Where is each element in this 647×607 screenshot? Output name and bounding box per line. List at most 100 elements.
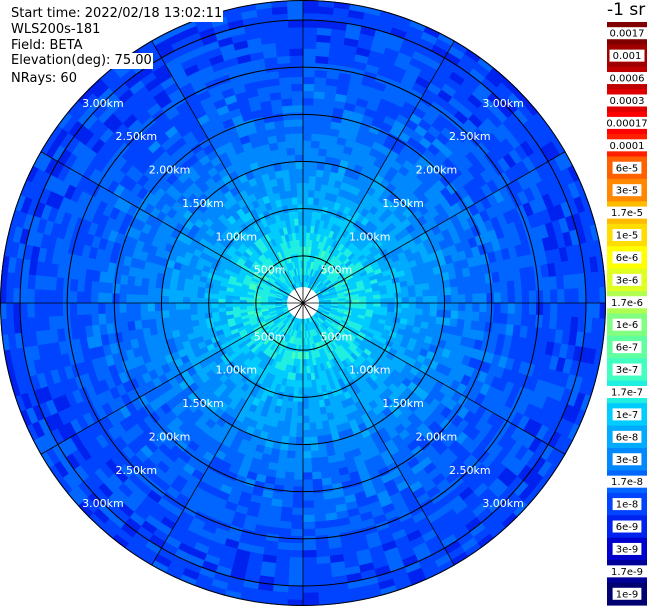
beta-cell [111, 312, 121, 324]
beta-cell [275, 41, 290, 51]
beta-cell [302, 429, 311, 438]
beta-cell [277, 534, 292, 544]
beta-cell [280, 506, 293, 516]
beta-cell [352, 299, 360, 304]
beta-cell [302, 479, 313, 488]
beta-cell [295, 168, 304, 177]
beta-cell [548, 315, 558, 330]
beta-cell [282, 111, 294, 121]
beta-cell [302, 168, 311, 177]
beta-cell [314, 527, 328, 537]
beta-cell [302, 415, 310, 424]
beta-cell [90, 302, 99, 315]
beta-cell [147, 318, 157, 328]
beta-cell [276, 48, 291, 58]
beta-cell [175, 302, 184, 310]
beta-cell [548, 276, 558, 291]
beta-cell [527, 314, 537, 328]
beta-cell [19, 302, 28, 319]
beta-cell [302, 578, 319, 587]
beta-cell [104, 292, 113, 304]
beta-cell [83, 279, 93, 293]
beta-cell [76, 314, 86, 327]
beta-cell [486, 302, 495, 314]
beta-cell [318, 449, 328, 459]
beta-cell [302, 528, 316, 537]
beta-cell [296, 408, 304, 417]
beta-cell [315, 421, 324, 430]
beta-cell [183, 314, 192, 323]
beta-cell [288, 33, 304, 42]
beta-cell [41, 316, 51, 331]
beta-cell [471, 284, 480, 295]
beta-cell [407, 284, 416, 293]
beta-cell [290, 76, 304, 85]
beta-cell [295, 429, 304, 438]
beta-cell [293, 465, 304, 474]
beta-cell [291, 196, 299, 205]
beta-cell [486, 292, 495, 304]
beta-cell [283, 118, 295, 128]
beta-cell [302, 62, 316, 71]
beta-cell [387, 302, 396, 309]
beta-cell [26, 288, 35, 304]
beta-cell [451, 302, 459, 312]
beta-cell [302, 90, 315, 99]
beta-cell [302, 465, 313, 474]
beta-cell [592, 287, 601, 304]
beta-cell [541, 276, 551, 291]
beta-cell [12, 287, 21, 304]
beta-cell [296, 189, 304, 198]
beta-cell [528, 290, 537, 304]
beta-cell [210, 307, 219, 313]
beta-cell [302, 196, 309, 205]
beta-cell [541, 315, 551, 330]
beta-cell [507, 291, 516, 304]
beta-cell [288, 557, 304, 566]
beta-cell [302, 147, 312, 155]
beta-cell [62, 314, 72, 329]
beta-cell [302, 104, 314, 113]
beta-cell [555, 316, 565, 331]
beta-cell [296, 415, 304, 424]
beta-cell [400, 286, 409, 293]
beta-cell [285, 140, 296, 149]
beta-cell [182, 290, 191, 298]
beta-cell [316, 41, 331, 51]
beta-cell [55, 302, 64, 317]
beta-cell [422, 308, 431, 317]
beta-cell [118, 283, 128, 295]
beta-cell [239, 302, 247, 307]
beta-cell [302, 139, 312, 148]
beta-cell [557, 288, 566, 304]
beta-cell [302, 359, 307, 367]
beta-cell [429, 295, 438, 304]
beta-cell [314, 414, 323, 423]
beta-cell [314, 520, 327, 530]
beta-cell [309, 168, 318, 177]
beta-cell [125, 293, 134, 304]
beta-cell [104, 302, 113, 314]
beta-cell [514, 291, 523, 304]
beta-cell [387, 293, 396, 299]
beta-cell [55, 276, 65, 291]
beta-cell [293, 132, 304, 141]
beta-cell [294, 443, 304, 452]
beta-cell [313, 513, 327, 523]
beta-cell [585, 287, 594, 304]
beta-cell [297, 203, 304, 212]
beta-cell [69, 314, 79, 328]
beta-cell [302, 422, 310, 431]
beta-cell [302, 83, 315, 92]
beta-cell [224, 306, 233, 312]
beta-cell [147, 278, 157, 288]
beta-cell [307, 401, 315, 410]
beta-cell [428, 281, 438, 291]
beta-cell [313, 407, 322, 416]
beta-cell [302, 542, 317, 551]
beta-cell [284, 133, 295, 142]
beta-cell [457, 285, 466, 296]
beta-cell [278, 69, 292, 79]
beta-cell [286, 450, 296, 459]
beta-cell [182, 308, 191, 316]
